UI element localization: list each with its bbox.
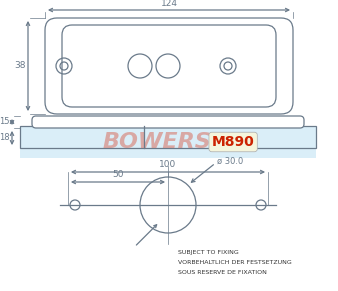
Text: 15: 15 xyxy=(0,118,10,127)
FancyBboxPatch shape xyxy=(62,25,276,107)
Bar xyxy=(20,126,316,148)
Text: 124: 124 xyxy=(161,0,177,8)
Text: ø 30.0: ø 30.0 xyxy=(217,157,243,166)
Text: 38: 38 xyxy=(15,61,26,70)
Text: M890: M890 xyxy=(212,135,255,149)
Text: SUBJECT TO FIXING: SUBJECT TO FIXING xyxy=(178,250,239,255)
FancyBboxPatch shape xyxy=(32,116,304,128)
Text: BOWERS: BOWERS xyxy=(103,132,212,152)
Text: 50: 50 xyxy=(112,170,124,179)
Text: VORBEHALTLICH DER FESTSETZUNG: VORBEHALTLICH DER FESTSETZUNG xyxy=(178,260,292,265)
Text: 100: 100 xyxy=(160,160,177,169)
Text: 18: 18 xyxy=(0,134,10,143)
FancyBboxPatch shape xyxy=(45,18,293,114)
Bar xyxy=(20,126,316,158)
Text: SOUS RESERVE DE FIXATION: SOUS RESERVE DE FIXATION xyxy=(178,270,267,275)
